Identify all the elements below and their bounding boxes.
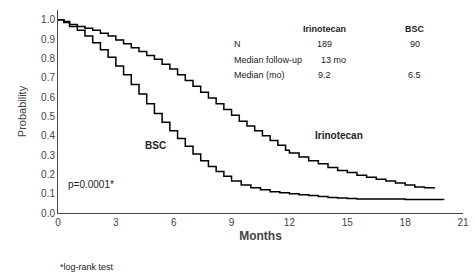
svg-text:189: 189: [317, 39, 332, 49]
svg-text:Months: Months: [239, 229, 282, 243]
svg-text:*log-rank test: *log-rank test: [60, 262, 114, 272]
svg-text:N: N: [234, 39, 241, 49]
svg-text:18: 18: [400, 217, 412, 228]
svg-text:0.1: 0.1: [41, 188, 55, 199]
svg-text:0.0: 0.0: [41, 208, 55, 219]
svg-text:0.3: 0.3: [41, 150, 55, 161]
svg-text:9.2: 9.2: [318, 70, 331, 80]
svg-text:Irinotecan: Irinotecan: [315, 130, 363, 141]
svg-text:3: 3: [113, 217, 119, 228]
svg-text:0.4: 0.4: [41, 130, 55, 141]
svg-text:Median follow-up: Median follow-up: [234, 55, 302, 65]
svg-text:90: 90: [410, 39, 420, 49]
svg-text:13 mo: 13 mo: [321, 55, 346, 65]
svg-text:0.2: 0.2: [41, 169, 55, 180]
svg-text:0.7: 0.7: [41, 72, 55, 83]
svg-text:Median (mo): Median (mo): [234, 70, 285, 80]
svg-text:9: 9: [229, 217, 235, 228]
svg-text:21: 21: [457, 217, 469, 228]
svg-text:0.8: 0.8: [41, 53, 55, 64]
svg-text:BSC: BSC: [405, 24, 425, 34]
svg-text:0: 0: [55, 217, 61, 228]
svg-text:p=0.0001*: p=0.0001*: [68, 179, 114, 190]
svg-text:Irinotecan: Irinotecan: [303, 24, 346, 34]
svg-text:Probability: Probability: [16, 85, 28, 137]
svg-text:15: 15: [342, 217, 354, 228]
svg-text:12: 12: [284, 217, 296, 228]
svg-text:BSC: BSC: [145, 140, 166, 151]
svg-text:6: 6: [171, 217, 177, 228]
svg-text:6.5: 6.5: [408, 70, 421, 80]
svg-text:0.9: 0.9: [41, 34, 55, 45]
svg-text:0.6: 0.6: [41, 92, 55, 103]
svg-text:0.5: 0.5: [41, 111, 55, 122]
svg-text:1.0: 1.0: [41, 14, 55, 25]
